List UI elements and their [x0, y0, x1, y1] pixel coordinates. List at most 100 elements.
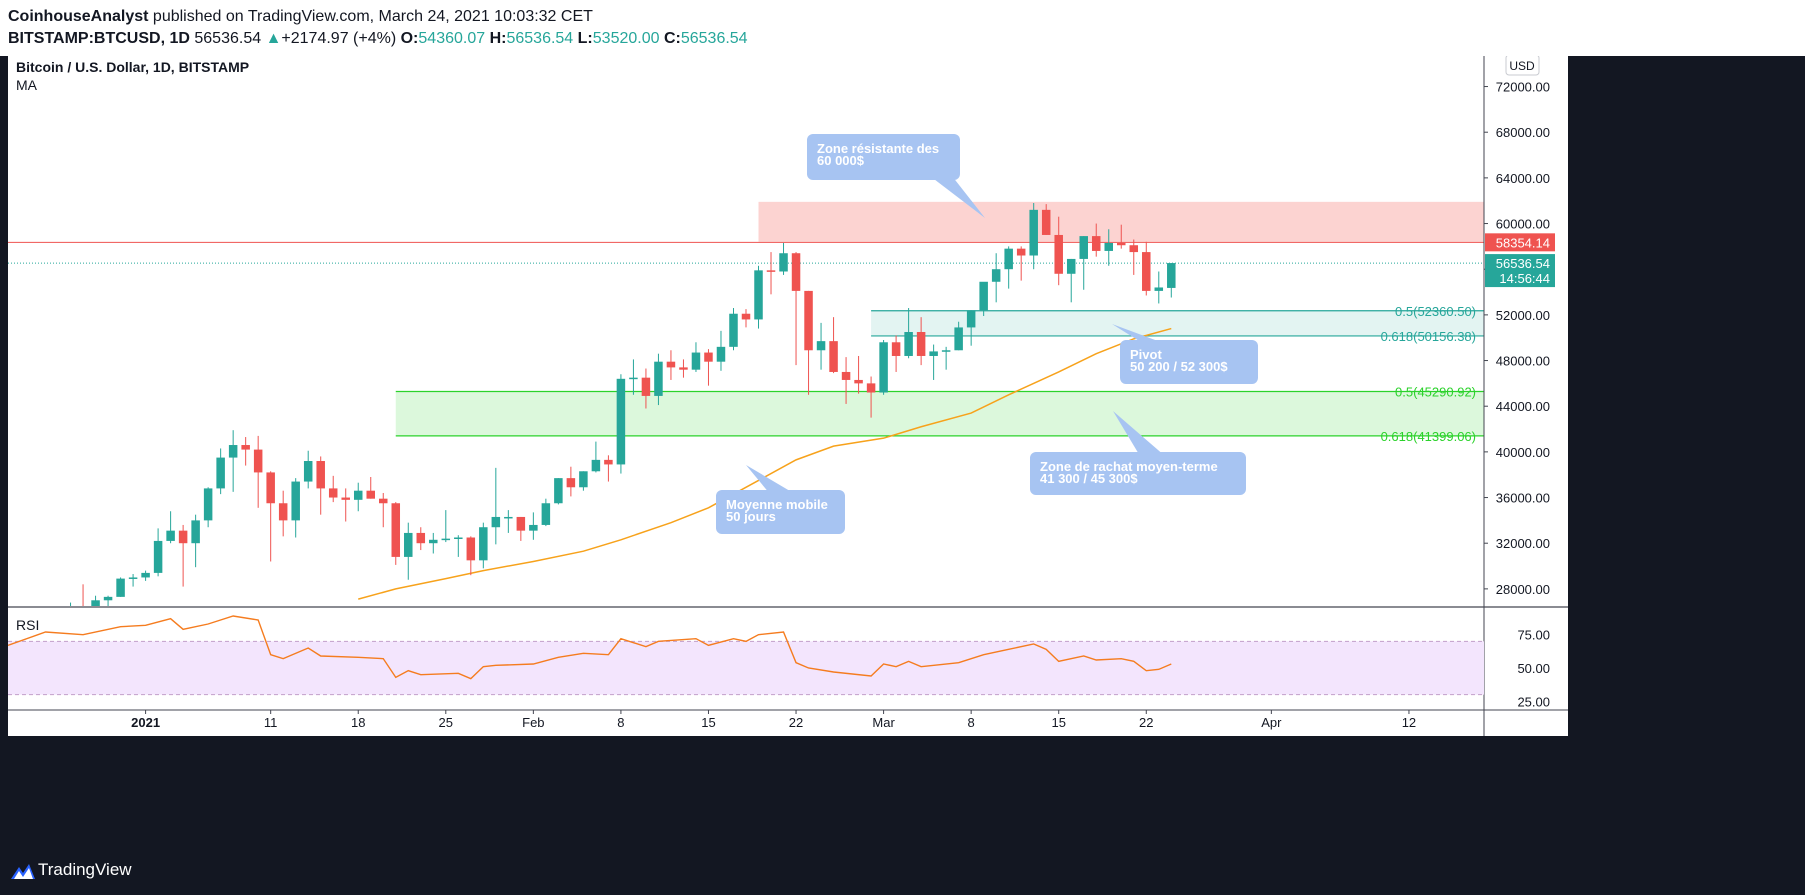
chart-canvas[interactable]: 0.5(52360.50) 0.618(50156.38) 0.5(45290.92… [0, 56, 1805, 847]
author-name[interactable]: CoinhouseAnalyst [8, 8, 149, 25]
candle-body[interactable] [866, 383, 876, 393]
candle-body[interactable] [791, 253, 801, 291]
candle-body[interactable] [816, 341, 826, 351]
candle-body[interactable] [679, 367, 688, 370]
candle-body[interactable] [441, 538, 451, 541]
candle-body[interactable] [904, 332, 913, 356]
candle-body[interactable] [404, 532, 413, 557]
candle-body[interactable] [278, 503, 288, 521]
candle-body[interactable] [91, 600, 100, 608]
zone-resistance[interactable] [758, 201, 1535, 242]
candle-body[interactable] [591, 459, 601, 472]
candle-body[interactable] [741, 313, 751, 320]
candle-body[interactable] [716, 346, 726, 362]
candle-body[interactable] [416, 532, 426, 544]
candle-body[interactable] [804, 290, 813, 351]
candle-body[interactable] [1041, 209, 1051, 235]
candle-body[interactable] [141, 572, 150, 578]
candle-body[interactable] [1129, 245, 1139, 253]
candle-body[interactable] [216, 457, 225, 489]
candle-body[interactable] [454, 537, 463, 540]
candle-body[interactable] [954, 327, 963, 351]
candle-body[interactable] [203, 488, 213, 521]
candle-body[interactable] [253, 449, 263, 473]
candle-body[interactable] [579, 471, 588, 488]
candle-body[interactable] [766, 270, 776, 272]
candle-body[interactable] [991, 269, 1001, 282]
candle-body[interactable] [966, 310, 976, 328]
candle-body[interactable] [1079, 236, 1088, 259]
rsi-pane[interactable] [8, 615, 1484, 696]
candle-body[interactable] [1154, 287, 1164, 291]
candle-body[interactable] [1066, 258, 1076, 274]
candle-body[interactable] [529, 524, 538, 531]
candle-body[interactable] [1091, 236, 1101, 251]
candle-body[interactable] [128, 577, 138, 579]
candle-body[interactable] [554, 478, 563, 504]
candle-body[interactable] [353, 490, 363, 500]
candle-body[interactable] [178, 530, 188, 544]
ma50-line[interactable] [358, 327, 1172, 600]
candle-body[interactable] [391, 503, 401, 557]
candle-body[interactable] [929, 351, 938, 356]
candle-body[interactable] [654, 361, 663, 396]
candle-body[interactable] [1104, 242, 1113, 251]
candle-body[interactable] [303, 461, 313, 482]
candle-body[interactable] [916, 332, 926, 356]
candle-body[interactable] [779, 253, 788, 272]
candle-body[interactable] [1167, 263, 1176, 288]
candle-body[interactable] [191, 520, 200, 544]
candle-body[interactable] [153, 540, 163, 573]
candle-body[interactable] [541, 503, 551, 525]
candle-body[interactable] [166, 530, 175, 541]
candle-body[interactable] [504, 516, 513, 519]
candle-body[interactable] [228, 445, 238, 458]
candle-body[interactable] [854, 379, 863, 384]
candle-body[interactable] [466, 537, 476, 561]
candle-body[interactable] [841, 371, 851, 380]
candle-body[interactable] [641, 377, 651, 396]
candle-body[interactable] [566, 478, 576, 488]
price-pane[interactable] [8, 201, 1535, 650]
candle-body[interactable] [328, 488, 338, 498]
candle-body[interactable] [103, 596, 113, 601]
candle-body[interactable] [116, 578, 125, 597]
candle-body[interactable] [241, 445, 250, 450]
rsi-line[interactable] [8, 615, 1172, 680]
candle-body[interactable] [316, 461, 325, 489]
tradingview-logo-icon[interactable] [10, 860, 36, 882]
candle-body[interactable] [491, 516, 501, 528]
candle-body[interactable] [516, 516, 526, 531]
candle-body[interactable] [616, 378, 626, 465]
candle-body[interactable] [379, 498, 388, 504]
candle-body[interactable] [479, 527, 488, 561]
candle-body[interactable] [979, 281, 988, 311]
candle-body[interactable] [291, 481, 300, 521]
candle-body[interactable] [1029, 209, 1038, 256]
candle-body[interactable] [729, 313, 738, 347]
candle-body[interactable] [366, 490, 375, 499]
candle-body[interactable] [829, 341, 838, 372]
candle-body[interactable] [666, 361, 676, 368]
candle-body[interactable] [629, 377, 638, 380]
candle-body[interactable] [1142, 252, 1151, 291]
candle-body[interactable] [941, 350, 951, 352]
candle-body[interactable] [341, 497, 350, 500]
candle-body[interactable] [429, 539, 438, 544]
candle-body[interactable] [1004, 248, 1013, 270]
candle-body[interactable] [1054, 234, 1063, 274]
candle-body[interactable] [704, 352, 713, 362]
candle-body[interactable] [691, 352, 701, 370]
candle-body[interactable] [891, 342, 901, 356]
candle-body[interactable] [879, 342, 888, 393]
zone-buy[interactable] [395, 391, 1534, 436]
candle-body[interactable] [266, 472, 275, 504]
currency-badge[interactable] [1505, 56, 1540, 76]
footer-brand[interactable]: TradingView [38, 860, 132, 879]
candle-body[interactable] [604, 459, 613, 465]
candle-body[interactable] [1117, 242, 1126, 246]
